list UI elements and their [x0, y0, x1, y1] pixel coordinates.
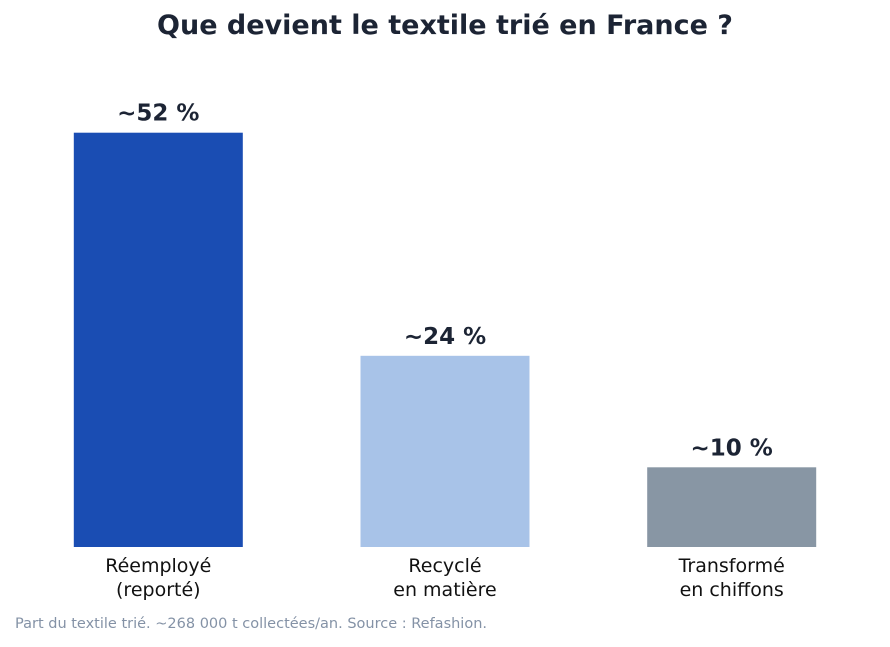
- source-footnote: Part du textile trié. ~268 000 t collect…: [15, 616, 488, 632]
- bar: [360, 355, 530, 547]
- category-tick-label: en chiffons: [680, 579, 784, 601]
- category-tick-label: Recyclé: [408, 555, 481, 577]
- category-tick-label: Transformé: [678, 555, 785, 577]
- category-tick-label: en matière: [393, 579, 496, 601]
- category-tick-label: (reporté): [116, 579, 201, 601]
- bar: [73, 132, 243, 547]
- bar: [647, 467, 817, 547]
- chart-title: Que devient le textile trié en France ?: [157, 10, 733, 41]
- bar-value-label: ~10 %: [691, 435, 773, 461]
- bar-value-label: ~24 %: [404, 324, 486, 350]
- bar-value-label: ~52 %: [117, 101, 199, 127]
- category-tick-label: Réemployé: [105, 555, 211, 577]
